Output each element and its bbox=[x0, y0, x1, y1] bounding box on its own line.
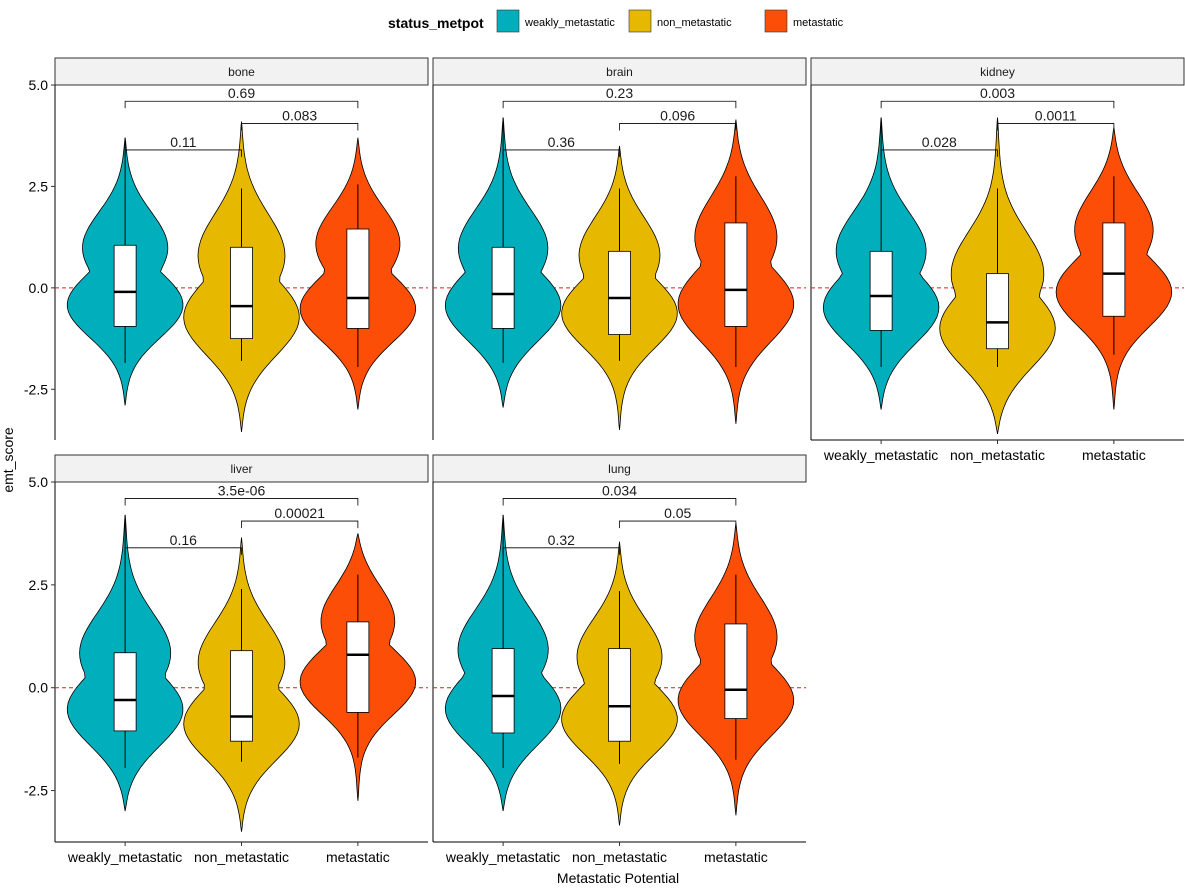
box-kidney-non_metastatic bbox=[986, 273, 1009, 350]
bracket-lung-1 bbox=[619, 520, 737, 529]
x-tick-label-lung-metastatic: metastatic bbox=[704, 849, 768, 865]
p-value-lung-1: 0.05 bbox=[664, 505, 691, 521]
y-tick-label-bone-3: -2.5 bbox=[24, 381, 48, 397]
legend-label-non_metastatic: non_metastatic bbox=[657, 17, 732, 29]
box-liver-non_metastatic bbox=[230, 650, 253, 742]
p-value-bone-1: 0.083 bbox=[282, 108, 317, 124]
panel-kidney: kidney 0.028 0.0011 0.003 weakly_metastatic n… bbox=[810, 57, 1185, 463]
p-value-liver-0: 0.16 bbox=[170, 532, 197, 548]
strip-label-brain: brain bbox=[606, 65, 633, 79]
box-lung-weakly_metastatic bbox=[491, 648, 515, 734]
box-brain-weakly_metastatic bbox=[491, 246, 515, 329]
p-value-lung-2: 0.034 bbox=[602, 482, 637, 498]
strip-label-liver: liver bbox=[230, 462, 252, 476]
strip-brain bbox=[432, 57, 807, 86]
p-value-kidney-1: 0.0011 bbox=[1035, 108, 1077, 124]
y-tick-label-liver-3: -2.5 bbox=[24, 783, 48, 799]
x-tick-label-liver-weakly_metastatic: weakly_metastatic bbox=[67, 849, 182, 865]
bracket-kidney-1 bbox=[997, 123, 1115, 131]
legend-label-weakly_metastatic: weakly_metastatic bbox=[524, 17, 615, 29]
box-lung-non_metastatic bbox=[608, 648, 631, 742]
bracket-lung-2 bbox=[502, 498, 737, 506]
box-kidney-metastatic bbox=[1102, 222, 1126, 317]
x-tick-label-kidney-weakly_metastatic: weakly_metastatic bbox=[823, 447, 938, 463]
bracket-brain-1 bbox=[619, 123, 737, 131]
x-tick-label-kidney-non_metastatic: non_metastatic bbox=[950, 447, 1045, 463]
p-value-brain-1: 0.096 bbox=[660, 108, 695, 124]
box-brain-metastatic bbox=[724, 222, 748, 327]
x-tick-label-kidney-metastatic: metastatic bbox=[1082, 447, 1146, 463]
y-tick-label-liver-0: 5.0 bbox=[29, 474, 49, 490]
bracket-liver-0 bbox=[124, 547, 242, 555]
p-value-kidney-2: 0.003 bbox=[980, 85, 1015, 101]
strip-bone bbox=[54, 57, 429, 86]
box-lung-metastatic bbox=[724, 623, 748, 719]
legend-title: status_metpot bbox=[388, 15, 484, 31]
x-axis-title: Metastatic Potential bbox=[557, 870, 679, 886]
box-bone-non_metastatic bbox=[230, 246, 253, 339]
legend-label-metastatic: metastatic bbox=[793, 17, 844, 29]
x-tick-label-liver-metastatic: metastatic bbox=[326, 849, 390, 865]
strip-label-lung: lung bbox=[608, 462, 631, 476]
y-tick-label-liver-1: 2.5 bbox=[29, 577, 49, 593]
strip-label-bone: bone bbox=[228, 65, 255, 79]
panel-bone: bone 5.0 2.5 0.0 -2.5 0.11 0.083 0.69 bbox=[24, 57, 429, 440]
p-value-bone-2: 0.69 bbox=[228, 85, 255, 101]
box-bone-weakly_metastatic bbox=[113, 244, 137, 327]
panel-lung: lung 0.32 0.05 0.034 weakly_metastatic non_me… bbox=[432, 454, 807, 865]
box-bone-metastatic bbox=[346, 228, 370, 329]
p-value-brain-0: 0.36 bbox=[548, 134, 575, 150]
box-brain-non_metastatic bbox=[608, 250, 631, 335]
facet-panels: bone 5.0 2.5 0.0 -2.5 0.11 0.083 0.69 brain 0.36 0… bbox=[24, 57, 1185, 865]
box-liver-metastatic bbox=[346, 621, 370, 713]
bracket-brain-0 bbox=[502, 149, 620, 157]
strip-kidney bbox=[810, 57, 1185, 86]
legend-key-weakly_metastatic bbox=[496, 9, 520, 33]
bracket-liver-2 bbox=[124, 498, 359, 506]
legend-key-non_metastatic bbox=[628, 9, 652, 33]
box-liver-weakly_metastatic bbox=[113, 652, 137, 732]
p-value-kidney-0: 0.028 bbox=[922, 134, 957, 150]
strip-lung bbox=[432, 454, 807, 483]
legend-key-metastatic bbox=[764, 9, 788, 33]
x-tick-label-liver-non_metastatic: non_metastatic bbox=[194, 849, 289, 865]
bracket-bone-0 bbox=[124, 149, 242, 157]
y-tick-label-bone-2: 0.0 bbox=[29, 280, 49, 296]
bracket-bone-1 bbox=[241, 123, 359, 131]
p-value-bone-0: 0.11 bbox=[170, 134, 196, 150]
y-axis-title: emt_score bbox=[0, 427, 16, 493]
strip-label-kidney: kidney bbox=[980, 65, 1015, 79]
p-value-lung-0: 0.32 bbox=[548, 532, 575, 548]
legend: status_metpot weakly_metastatic non_metas… bbox=[388, 9, 844, 33]
panel-brain: brain 0.36 0.096 0.23 bbox=[432, 57, 807, 440]
bracket-brain-2 bbox=[502, 100, 737, 109]
y-tick-label-liver-2: 0.0 bbox=[29, 680, 49, 696]
bracket-bone-2 bbox=[124, 100, 359, 109]
bracket-lung-0 bbox=[502, 547, 620, 555]
x-tick-label-lung-weakly_metastatic: weakly_metastatic bbox=[445, 849, 560, 865]
x-tick-label-lung-non_metastatic: non_metastatic bbox=[572, 849, 667, 865]
p-value-liver-2: 3.5e-06 bbox=[218, 482, 266, 498]
p-value-liver-1: 0.00021 bbox=[274, 505, 325, 521]
p-value-brain-2: 0.23 bbox=[606, 85, 633, 101]
bracket-kidney-2 bbox=[880, 100, 1115, 109]
y-tick-label-bone-1: 2.5 bbox=[29, 178, 49, 194]
panel-liver: liver 5.0 2.5 0.0 -2.5 0.16 0.00021 3.5e-06 weak… bbox=[24, 454, 429, 865]
bracket-liver-1 bbox=[241, 520, 359, 529]
y-tick-label-bone-0: 5.0 bbox=[29, 77, 49, 93]
box-kidney-weakly_metastatic bbox=[869, 250, 893, 331]
strip-liver bbox=[54, 454, 429, 483]
bracket-kidney-0 bbox=[880, 149, 998, 157]
